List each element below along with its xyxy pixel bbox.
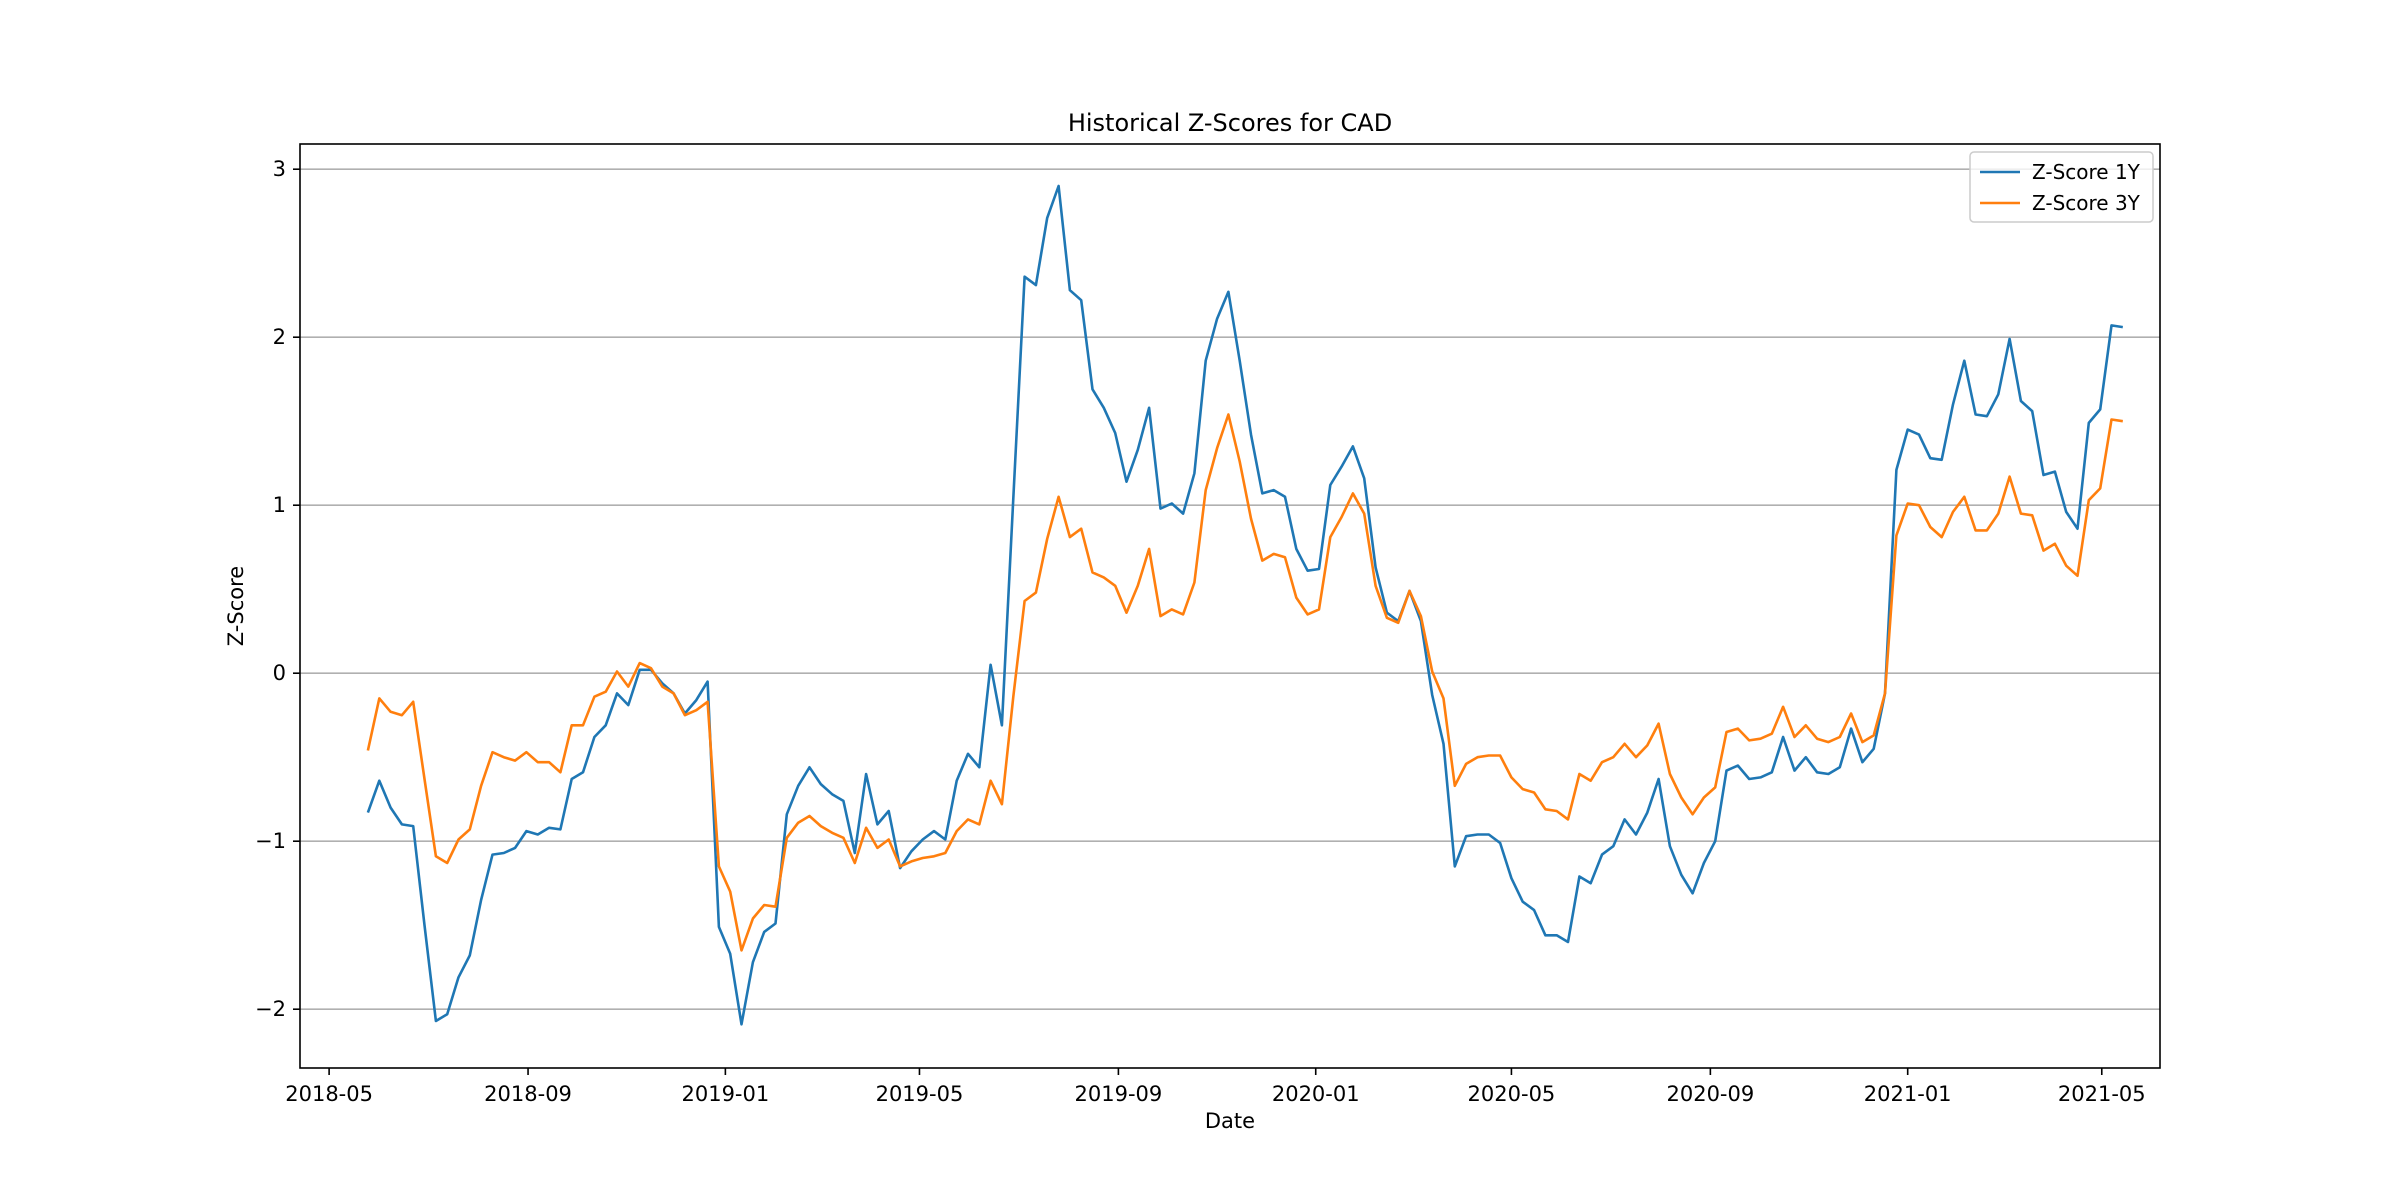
legend-box <box>1969 151 2154 223</box>
legend: Z-Score 1Y Z-Score 3Y <box>1969 151 2154 223</box>
legend-label: Z-Score 1Y <box>2032 160 2141 184</box>
x-axis-ticks: 2018-05 2018-09 2019-01 2019-05 2019-09 2020-… <box>285 1068 2146 1106</box>
y-tick-label: 0 <box>273 661 286 685</box>
y-axis-label: Z-Score <box>224 566 248 646</box>
y-tick-label: 2 <box>273 325 286 349</box>
gridlines <box>300 168 2160 1011</box>
x-tick-label: 2021-05 <box>2058 1082 2146 1106</box>
legend-label: Z-Score 3Y <box>2032 191 2141 215</box>
x-tick-label: 2020-01 <box>1272 1082 1360 1106</box>
x-tick-label: 2019-01 <box>681 1082 769 1106</box>
y-tick-label: −2 <box>255 997 286 1021</box>
y-tick-label: −1 <box>255 829 286 853</box>
y-tick-label: 1 <box>273 493 286 517</box>
x-tick-label: 2020-09 <box>1666 1082 1754 1106</box>
x-axis-label: Date <box>1205 1109 1255 1133</box>
y-tick-label: 3 <box>273 157 286 181</box>
y-axis-ticks: −2 −1 0 1 2 3 <box>255 157 300 1021</box>
x-tick-label: 2019-09 <box>1075 1082 1163 1106</box>
series-lines <box>366 184 2123 1026</box>
x-tick-label: 2018-05 <box>285 1082 373 1106</box>
x-tick-label: 2021-01 <box>1864 1082 1952 1106</box>
chart-title: Historical Z-Scores for CAD <box>1068 109 1392 137</box>
series-line-z-score-3y <box>366 413 2123 952</box>
plot-frame <box>299 143 2161 1069</box>
x-tick-label: 2020-05 <box>1468 1082 1556 1106</box>
x-tick-label: 2019-05 <box>876 1082 964 1106</box>
x-tick-label: 2018-09 <box>484 1082 572 1106</box>
